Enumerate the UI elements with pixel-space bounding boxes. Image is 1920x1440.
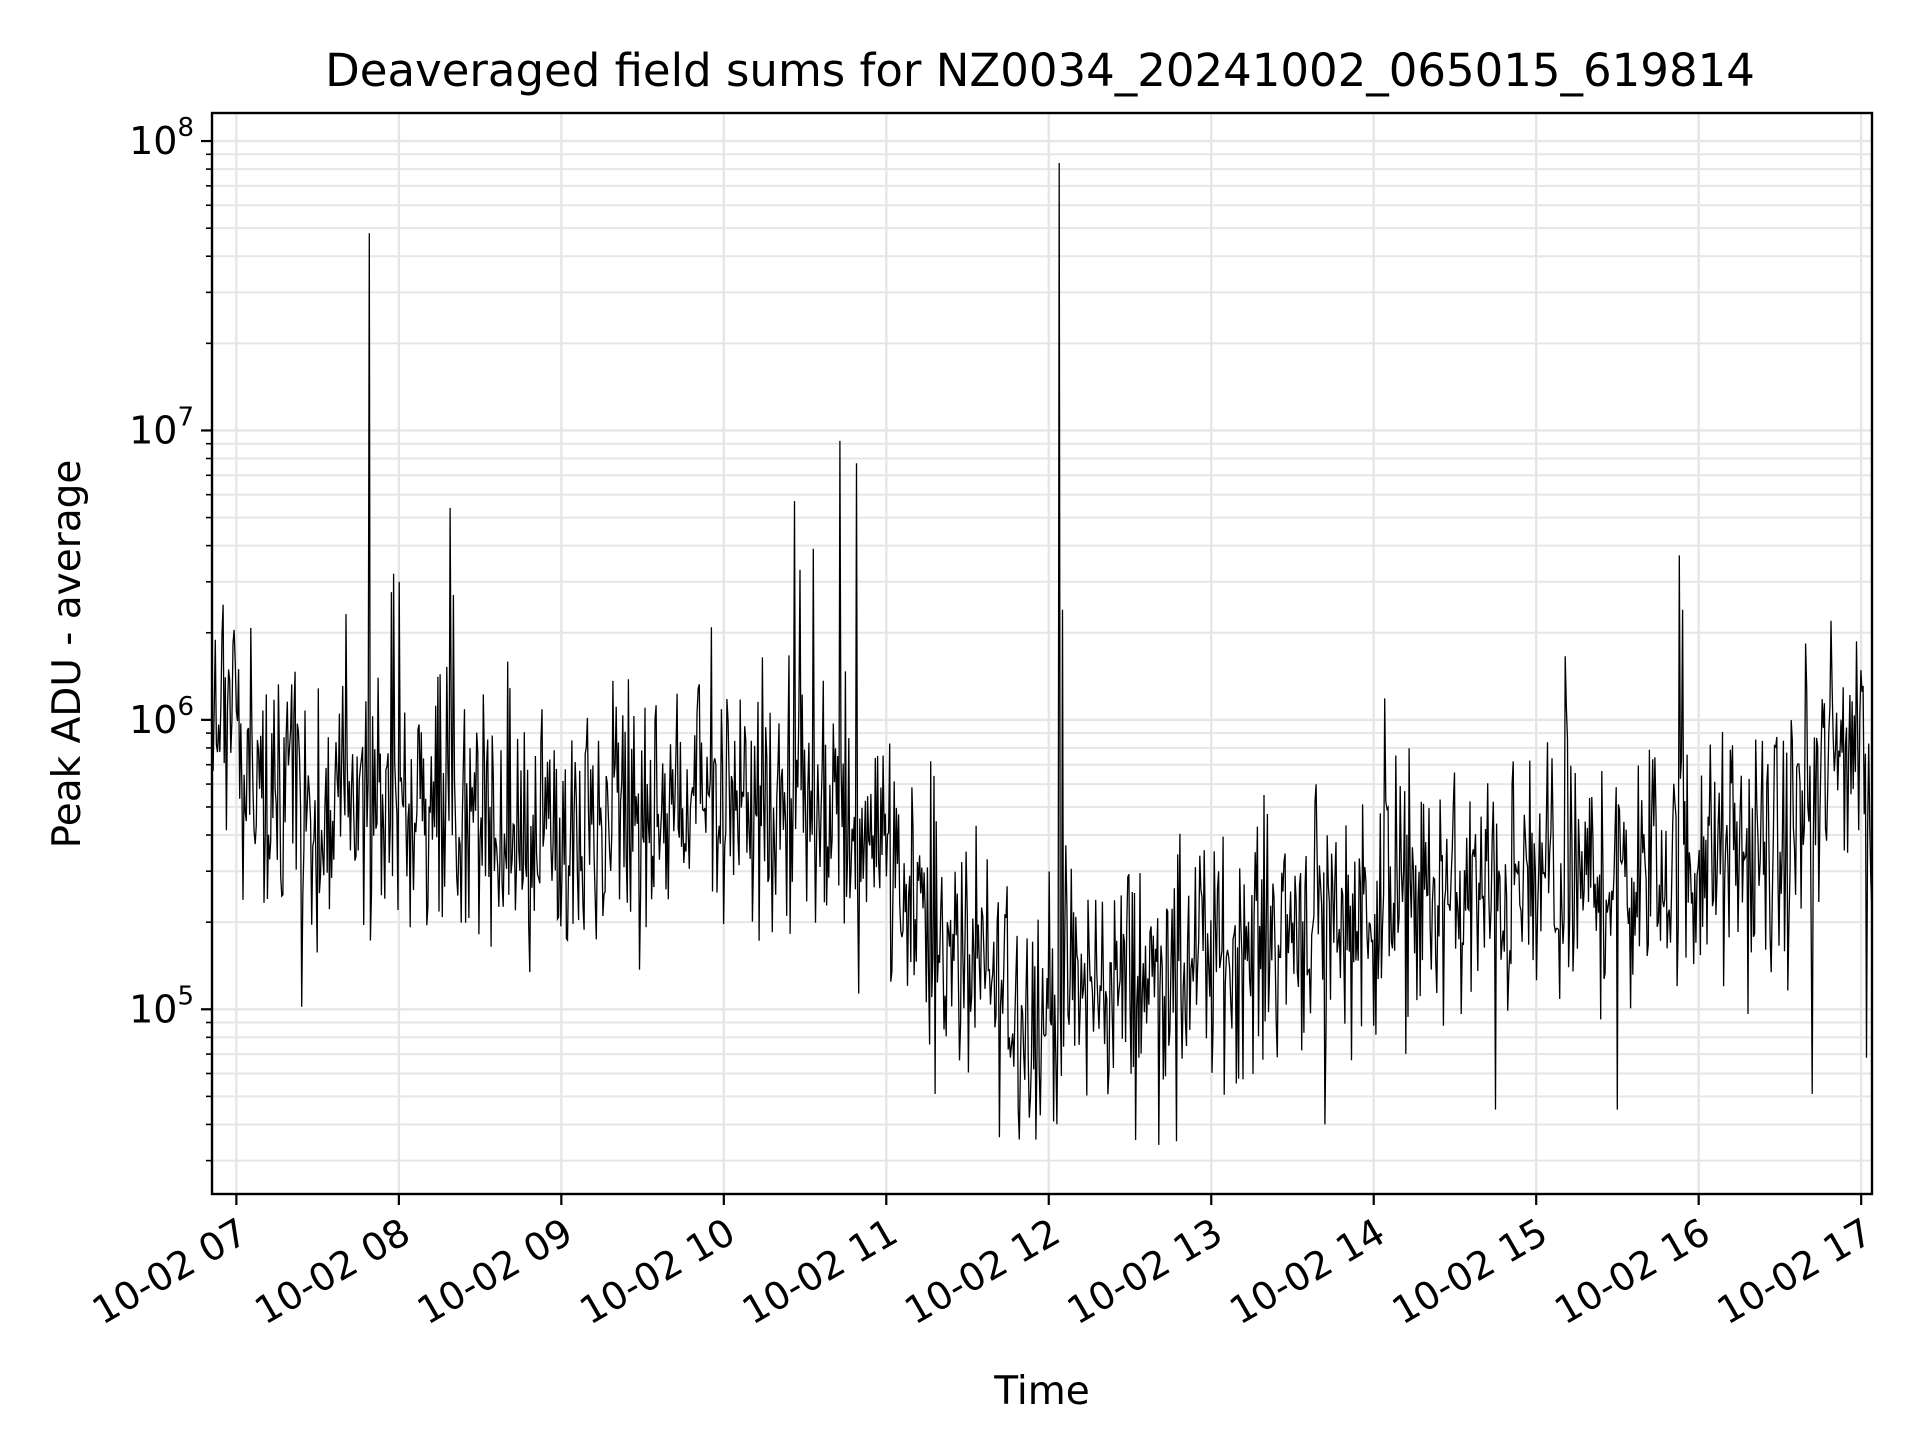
y-tick-base: 10 [129, 987, 177, 1031]
y-tick-base: 10 [129, 119, 177, 163]
chart-title: Deaveraged field sums for NZ0034_2024100… [325, 44, 1755, 97]
y-tick-label: 105 [129, 981, 194, 1031]
y-tick-base: 10 [129, 698, 177, 742]
y-tick-base: 10 [129, 408, 177, 452]
y-tick-exponent: 7 [177, 402, 194, 432]
x-axis-label: Time [993, 1369, 1089, 1414]
y-tick-exponent: 8 [177, 113, 194, 143]
y-tick-label: 106 [129, 692, 194, 742]
y-tick-label: 108 [129, 113, 194, 163]
y-tick-exponent: 5 [177, 981, 194, 1011]
plot-frame [210, 111, 1874, 1196]
grid [212, 113, 1872, 1194]
y-axis-label: Peak ADU - average [45, 460, 90, 849]
series-line [211, 162, 1873, 1145]
y-tick-exponent: 6 [177, 692, 194, 722]
y-tick-label: 107 [129, 402, 194, 452]
data-series [211, 162, 1873, 1145]
